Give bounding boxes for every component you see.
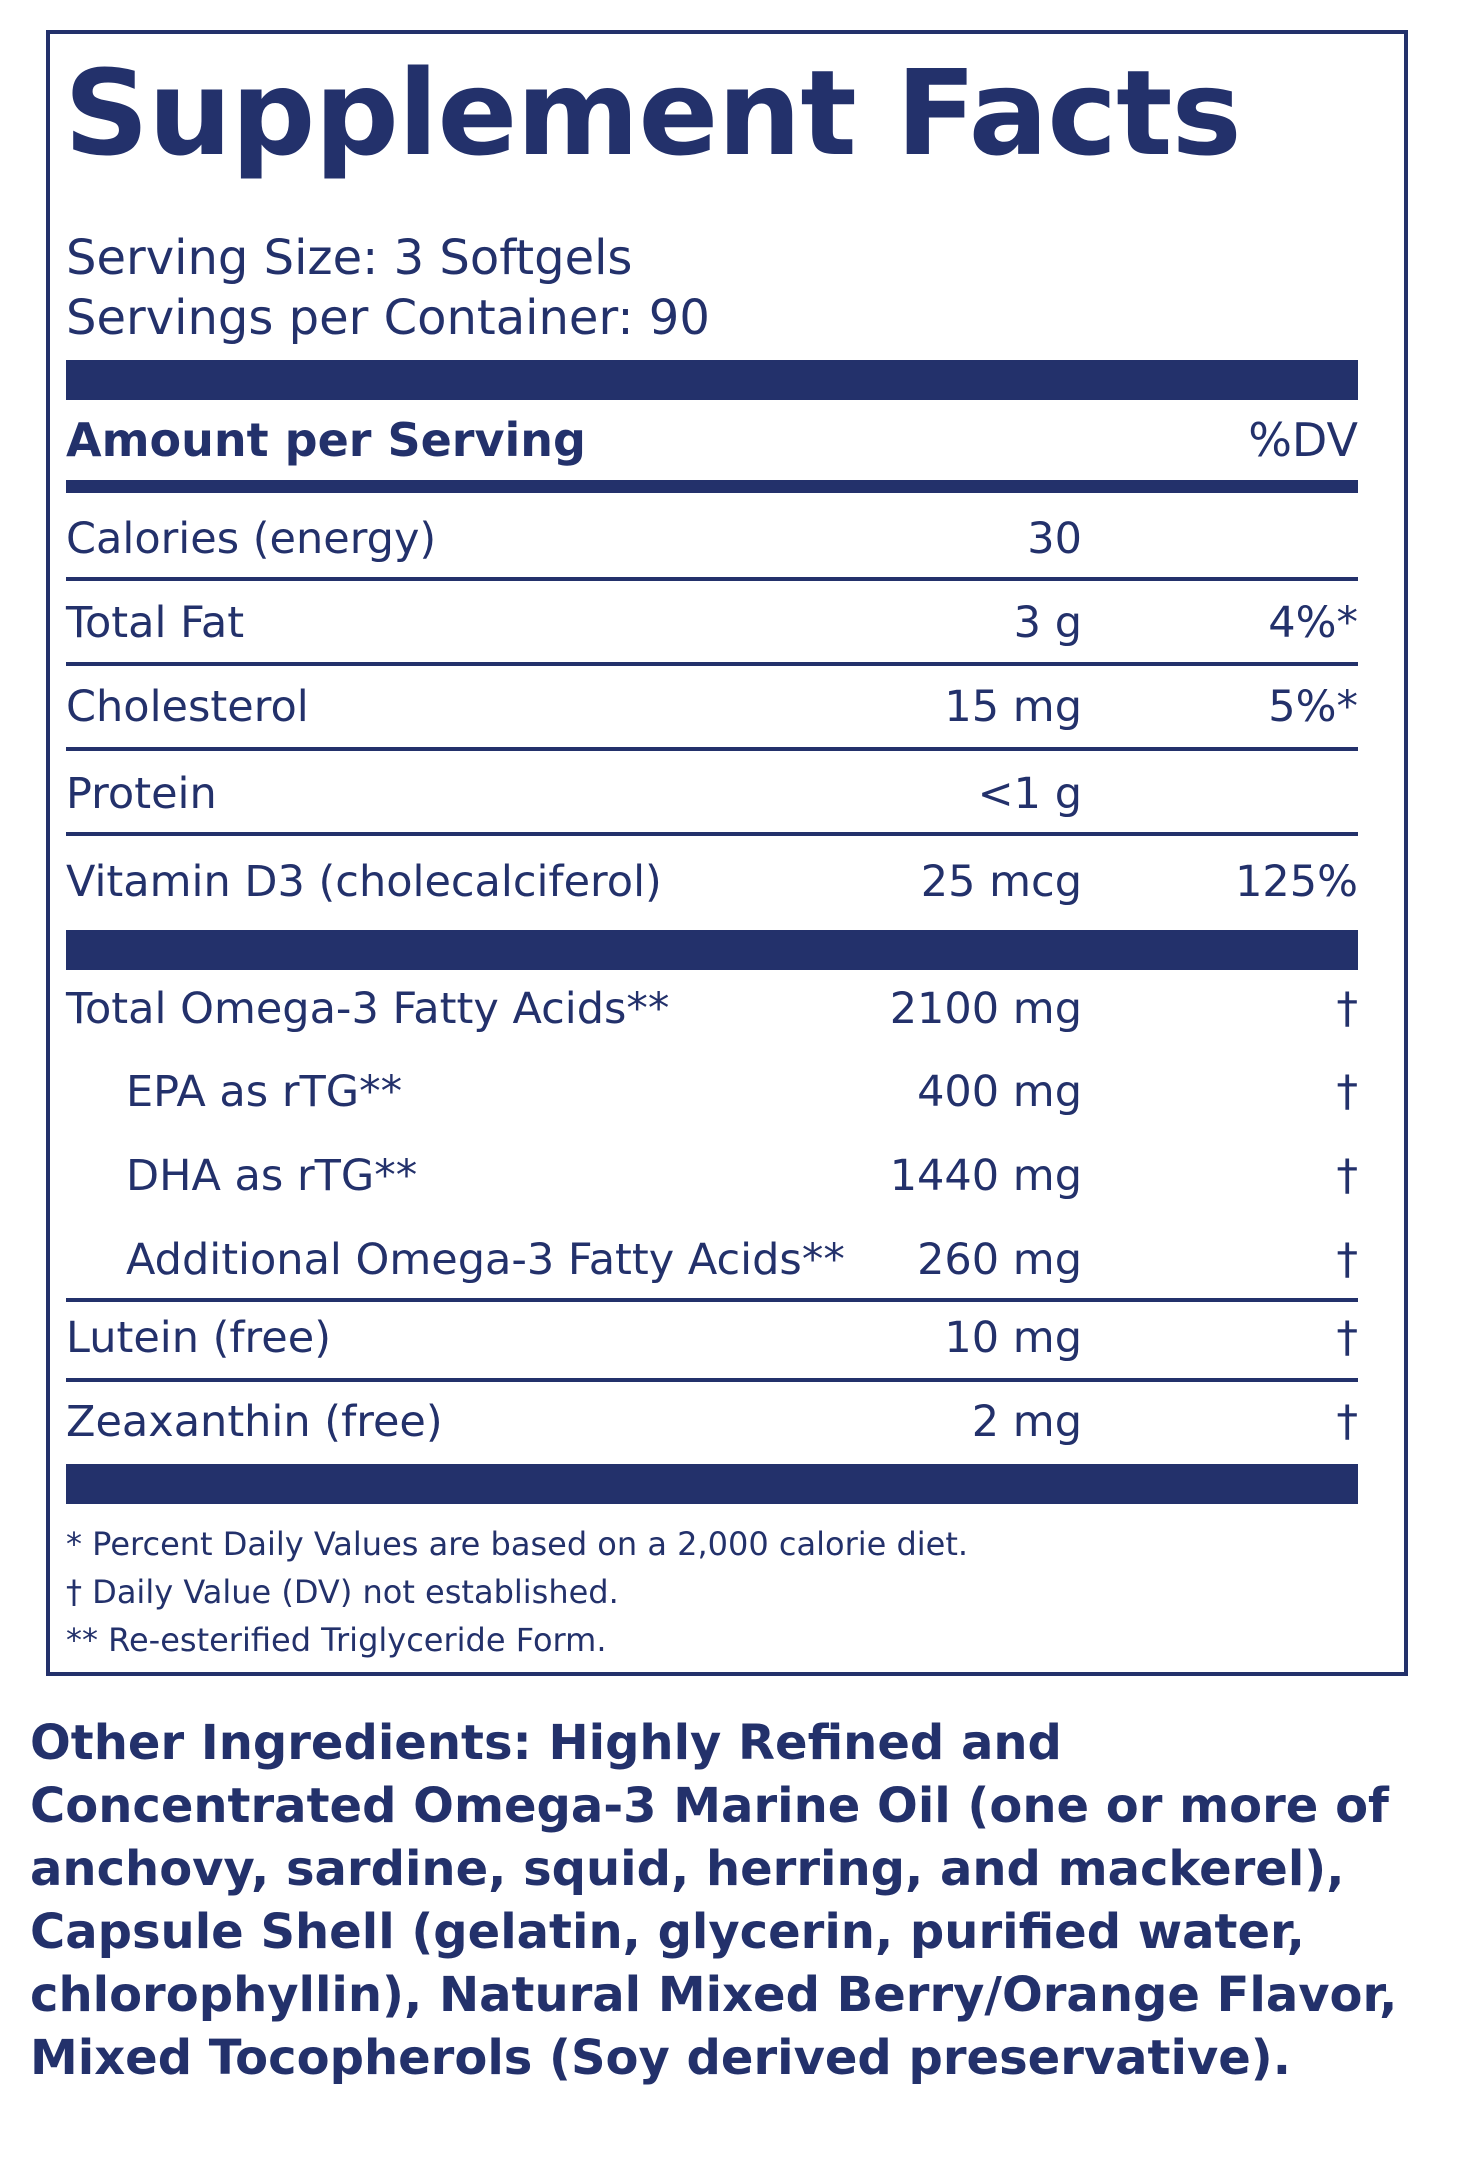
ingredient-row: EPA as rTG** 400 mg † bbox=[66, 1058, 1358, 1126]
footnote: * Percent Daily Values are based on a 2,… bbox=[66, 1525, 969, 1563]
ingredient-row: Zeaxanthin (free) 2 mg † bbox=[66, 1388, 1358, 1456]
row-divider bbox=[66, 832, 1358, 836]
ingredient-row: DHA as rTG** 1440 mg † bbox=[66, 1142, 1358, 1210]
nutrient-row: Protein <1 g bbox=[66, 760, 1358, 828]
nutrient-row: Vitamin D3 (cholecalciferol) 25 mcg 125% bbox=[66, 848, 1358, 916]
nutrient-row: Calories (energy) 30 bbox=[66, 505, 1358, 573]
dagger-mark: † bbox=[1336, 1067, 1359, 1117]
ingredient-name: DHA as rTG** bbox=[126, 1151, 418, 1201]
amount-header-row: Amount per Serving %DV bbox=[66, 410, 1358, 470]
nutrient-amount: <1 g bbox=[977, 769, 1082, 819]
dagger-mark: † bbox=[1336, 984, 1359, 1034]
ingredient-amount: 2100 mg bbox=[889, 984, 1082, 1034]
nutrient-dv: 5%* bbox=[1268, 682, 1358, 732]
row-divider bbox=[66, 747, 1358, 751]
row-divider bbox=[66, 1298, 1358, 1302]
dagger-mark: † bbox=[1336, 1313, 1359, 1363]
ingredient-name: EPA as rTG** bbox=[126, 1067, 403, 1117]
nutrient-amount: 25 mcg bbox=[920, 857, 1082, 907]
serving-size: Serving Size: 3 Softgels bbox=[66, 230, 633, 286]
ingredient-name: Total Omega-3 Fatty Acids** bbox=[66, 984, 670, 1034]
supplement-facts-panel bbox=[46, 30, 1408, 1676]
thick-divider bbox=[66, 930, 1358, 970]
ingredient-row: Additional Omega-3 Fatty Acids** 260 mg … bbox=[66, 1226, 1358, 1294]
medium-divider bbox=[66, 480, 1358, 493]
ingredient-amount: 400 mg bbox=[917, 1067, 1082, 1117]
nutrient-amount: 30 bbox=[1027, 514, 1082, 564]
ingredient-row: Total Omega-3 Fatty Acids** 2100 mg † bbox=[66, 975, 1358, 1043]
nutrient-amount: 15 mg bbox=[944, 682, 1082, 732]
ingredient-name: Zeaxanthin (free) bbox=[66, 1397, 443, 1447]
thick-divider bbox=[66, 1464, 1358, 1504]
nutrient-name: Cholesterol bbox=[66, 682, 309, 732]
nutrient-amount: 3 g bbox=[1013, 598, 1082, 648]
ingredient-amount: 2 mg bbox=[971, 1397, 1082, 1447]
dagger-mark: † bbox=[1336, 1235, 1359, 1285]
footnote: ** Re-esterified Triglyceride Form. bbox=[66, 1621, 607, 1659]
nutrient-name: Calories (energy) bbox=[66, 514, 437, 564]
ingredient-row: Lutein (free) 10 mg † bbox=[66, 1304, 1358, 1372]
ingredient-amount: 10 mg bbox=[944, 1313, 1082, 1363]
row-divider bbox=[66, 662, 1358, 666]
nutrient-dv: 125% bbox=[1235, 857, 1358, 907]
ingredient-amount: 260 mg bbox=[917, 1235, 1082, 1285]
other-ingredients: Other Ingredients: Highly Refined and Co… bbox=[30, 1715, 1398, 2086]
ingredient-name: Lutein (free) bbox=[66, 1313, 331, 1363]
row-divider bbox=[66, 1378, 1358, 1382]
nutrient-row: Cholesterol 15 mg 5%* bbox=[66, 673, 1358, 741]
amount-per-serving-label: Amount per Serving bbox=[66, 413, 586, 467]
footnote: † Daily Value (DV) not established. bbox=[66, 1573, 619, 1611]
nutrient-name: Vitamin D3 (cholecalciferol) bbox=[66, 857, 662, 907]
dagger-mark: † bbox=[1336, 1151, 1359, 1201]
row-divider bbox=[66, 577, 1358, 581]
nutrient-name: Total Fat bbox=[66, 598, 245, 648]
ingredient-amount: 1440 mg bbox=[889, 1151, 1082, 1201]
panel-title: Supplement Facts bbox=[64, 44, 1242, 182]
nutrient-dv: 4%* bbox=[1268, 598, 1358, 648]
ingredient-name: Additional Omega-3 Fatty Acids** bbox=[126, 1235, 845, 1285]
servings-per-container: Servings per Container: 90 bbox=[66, 290, 710, 346]
dagger-mark: † bbox=[1336, 1397, 1359, 1447]
nutrient-name: Protein bbox=[66, 769, 217, 819]
thick-divider bbox=[66, 360, 1358, 400]
dv-header-label: %DV bbox=[1248, 413, 1358, 467]
nutrient-row: Total Fat 3 g 4%* bbox=[66, 589, 1358, 657]
